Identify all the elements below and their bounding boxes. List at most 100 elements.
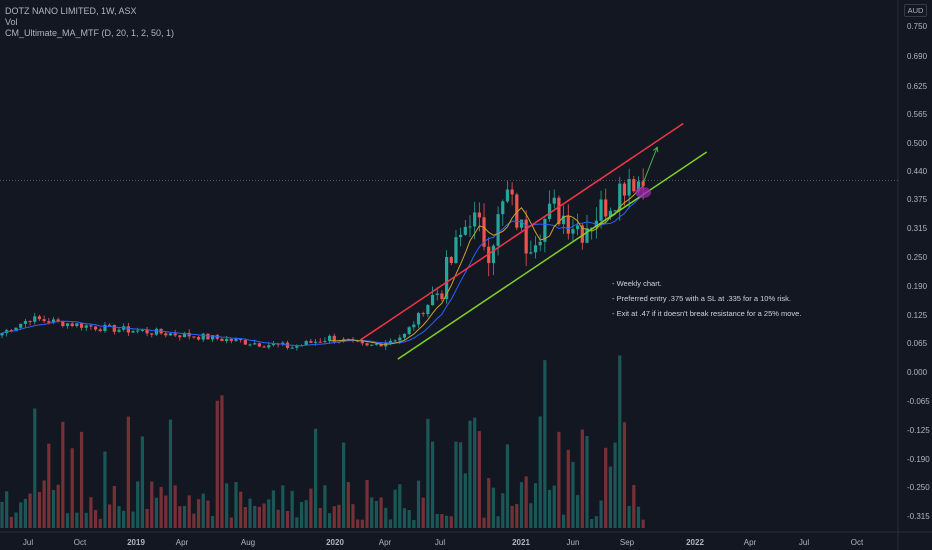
volume-bar	[42, 480, 46, 528]
candle-body	[473, 212, 477, 227]
arrow-head	[653, 146, 659, 153]
volume-bar	[580, 429, 584, 528]
time-tick-label: Apr	[176, 538, 189, 547]
volume-bar	[65, 513, 70, 528]
volume-bar	[145, 508, 149, 528]
candle-body	[412, 324, 416, 328]
volume-bar	[192, 513, 196, 528]
volume-bar	[449, 516, 453, 528]
candlesticks[interactable]	[0, 168, 645, 351]
candle-body	[154, 328, 159, 335]
time-tick-label: Jul	[435, 538, 445, 547]
volume-bar	[117, 506, 121, 528]
volume-bar	[103, 451, 107, 528]
volume-bar	[510, 505, 514, 528]
candle-body	[75, 323, 79, 327]
volume-bar	[473, 417, 477, 528]
candle-body	[295, 346, 299, 348]
candle-body	[281, 342, 285, 345]
candle-body	[323, 340, 327, 342]
volume-bar	[89, 497, 93, 528]
volume-bar	[482, 517, 486, 528]
candle-body	[491, 245, 495, 264]
candle-body	[253, 343, 257, 345]
note-line-3: - Exit at .47 if it doesn't break resist…	[612, 309, 802, 318]
candle-body	[496, 214, 500, 246]
moving-average-fast-line	[329, 185, 644, 345]
volume-bar	[94, 509, 98, 528]
volume-indicator-label[interactable]: Vol	[5, 17, 18, 27]
volume-bar	[562, 514, 566, 528]
volume-bar	[140, 436, 144, 528]
volume-bar	[304, 500, 308, 528]
volume-bar	[28, 493, 32, 528]
candle-body	[248, 344, 252, 346]
candle-body	[229, 338, 233, 341]
volume-bar	[360, 519, 364, 528]
candle-body	[576, 225, 580, 230]
volume-bar	[239, 491, 243, 528]
volume-bar	[412, 519, 416, 528]
candle-body	[562, 215, 566, 225]
volume-bar	[159, 486, 163, 528]
candle-body	[608, 210, 612, 217]
candle-body	[262, 346, 266, 348]
volume-bar	[440, 514, 444, 528]
volume-bar	[262, 503, 266, 528]
symbol-title[interactable]: DOTZ NANO LIMITED, 1W, ASX	[5, 6, 137, 16]
price-tick-label: 0.440	[907, 167, 928, 176]
trade-notes[interactable]: - Weekly chart. - Preferred entry .375 w…	[612, 276, 801, 321]
time-tick-label: Oct	[74, 538, 87, 547]
candle-body	[328, 335, 332, 341]
candle-body	[622, 183, 627, 196]
candle-body	[547, 203, 552, 220]
candle-body	[211, 335, 215, 340]
candle-body	[234, 338, 238, 341]
candle-body	[19, 323, 23, 328]
volume-bar	[313, 428, 318, 528]
volume-bar	[33, 408, 37, 528]
entry-zone-marker[interactable]	[635, 187, 652, 198]
volume-bar	[515, 504, 519, 528]
volume-bar	[234, 482, 238, 528]
volume-bar	[168, 419, 173, 528]
target-projection-arrow[interactable]	[642, 146, 659, 184]
volume-bar	[463, 473, 467, 528]
candle-body	[304, 341, 308, 346]
volume-bar	[112, 485, 116, 528]
candle-body	[168, 333, 173, 336]
candle-body	[187, 332, 191, 337]
volume-bar	[529, 503, 533, 528]
candle-body	[173, 333, 177, 336]
candle-body	[98, 329, 102, 331]
candle-body	[42, 319, 46, 322]
volume-bar	[594, 516, 598, 528]
price-tick-label: 0.625	[907, 82, 928, 91]
volume-bar	[346, 482, 350, 528]
volume-bar	[337, 504, 341, 528]
candle-body	[416, 313, 421, 325]
volume-bar	[290, 490, 294, 528]
volume-bar	[178, 506, 182, 528]
volume-bar	[323, 485, 327, 528]
volume-bar	[435, 514, 439, 528]
time-tick-label: Apr	[379, 538, 392, 547]
time-tick-label: Aug	[241, 538, 255, 547]
candle-body	[627, 179, 631, 196]
candle-body	[239, 338, 243, 341]
time-tick-label: 2019	[127, 538, 145, 547]
candle-body	[501, 201, 505, 215]
currency-badge[interactable]: AUD	[904, 4, 927, 17]
price-tick-label: -0.065	[907, 397, 930, 406]
resistance-trendline[interactable]	[359, 122, 684, 341]
volume-bar	[318, 507, 322, 528]
volume-bar	[491, 487, 495, 528]
support-trendline[interactable]	[397, 151, 708, 360]
volume-bar	[505, 444, 510, 528]
candle-body	[47, 321, 51, 323]
time-tick-label: Jun	[567, 538, 580, 547]
ma-indicator-label[interactable]: CM_Ultimate_MA_MTF (D, 20, 1, 2, 50, 1)	[5, 28, 175, 38]
volume-bar	[248, 498, 252, 528]
arrow-shaft	[642, 147, 658, 184]
